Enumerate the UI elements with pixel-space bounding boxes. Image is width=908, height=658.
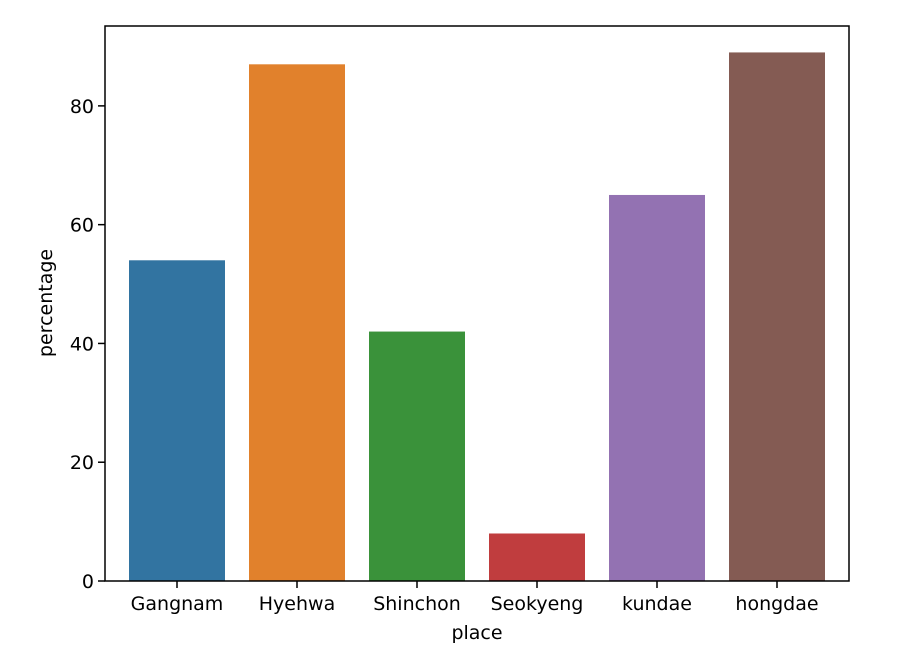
x-tick-label: Gangnam xyxy=(131,593,224,615)
bar-seokyeng xyxy=(489,533,585,581)
x-tick-label: kundae xyxy=(622,593,692,615)
x-tick-label: Hyehwa xyxy=(259,593,335,615)
bar-shinchon xyxy=(369,331,465,581)
bar-hongdae xyxy=(729,52,825,582)
x-tick-label: hongdae xyxy=(735,593,818,615)
bar-hyehwa xyxy=(249,64,345,581)
y-tick-label: 80 xyxy=(70,96,94,118)
y-tick-label: 20 xyxy=(70,452,94,474)
y-axis: 0 20 40 60 80 xyxy=(70,96,105,593)
x-tick-label: Shinchon xyxy=(373,593,461,615)
bar-kundae xyxy=(609,194,705,581)
x-axis: Gangnam Hyehwa Shinchon Seokyeng kundae hongd… xyxy=(131,581,819,615)
x-axis-label: place xyxy=(451,622,502,644)
y-tick-label: 60 xyxy=(70,215,94,237)
bar-gangnam xyxy=(129,260,225,581)
y-tick-label: 40 xyxy=(70,333,94,355)
plot-frame xyxy=(104,25,850,582)
y-axis-label: percentage xyxy=(35,249,57,357)
y-tick-label: 0 xyxy=(82,571,94,593)
bar-group xyxy=(129,52,825,582)
x-tick-label: Seokyeng xyxy=(491,593,584,615)
